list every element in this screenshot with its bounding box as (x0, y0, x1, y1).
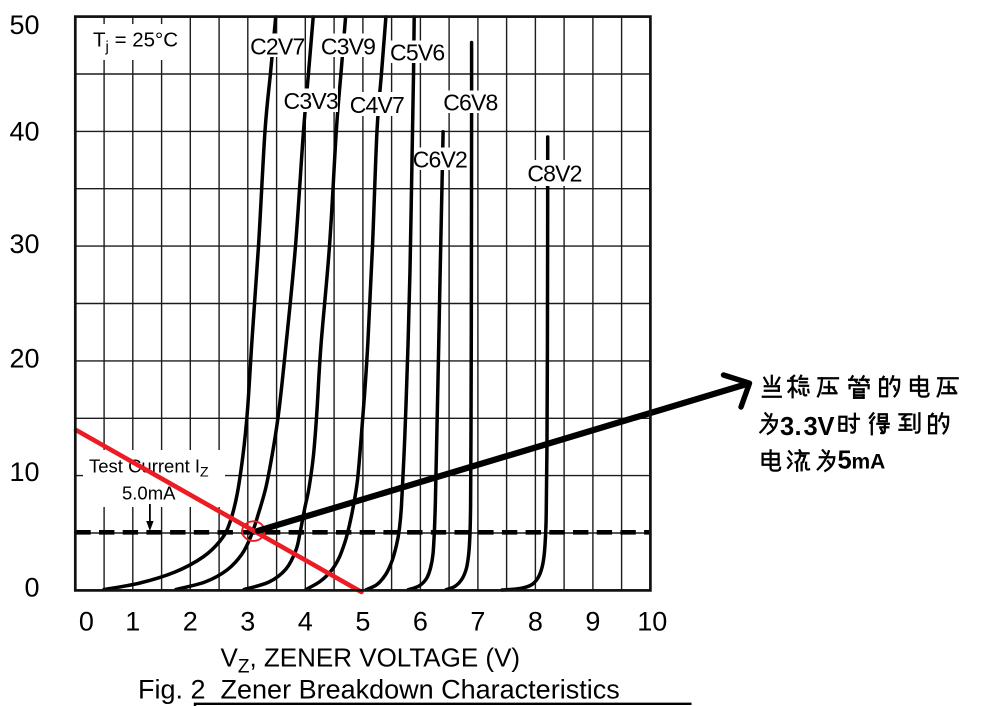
svg-text:2: 2 (183, 606, 198, 636)
svg-text:5: 5 (355, 606, 370, 636)
svg-text:Test Current IZ: Test Current IZ (89, 456, 209, 480)
svg-text:5.0mA: 5.0mA (122, 482, 176, 503)
svg-text:C5V6: C5V6 (390, 40, 444, 66)
svg-text:1: 1 (125, 606, 140, 636)
svg-text:C2V7: C2V7 (250, 33, 304, 59)
svg-text:8: 8 (528, 606, 543, 636)
svg-text:20: 20 (9, 343, 39, 373)
svg-text:C6V2: C6V2 (413, 147, 467, 173)
svg-text:C6V8: C6V8 (443, 90, 497, 116)
svg-text:C3V3: C3V3 (284, 88, 338, 114)
svg-text:0: 0 (24, 573, 39, 603)
svg-text:5: 5 (838, 446, 852, 474)
svg-text:C4V7: C4V7 (350, 92, 404, 118)
svg-text:50: 50 (9, 10, 39, 40)
svg-text:30: 30 (9, 229, 39, 259)
svg-text:4: 4 (298, 606, 313, 636)
svg-text:0: 0 (79, 606, 94, 636)
svg-text:Fig. 2 Zener Breakdown Charac: Fig. 2 Zener Breakdown Characteristics (138, 675, 620, 705)
svg-text:mA: mA (852, 450, 886, 473)
svg-text:3: 3 (780, 413, 794, 441)
svg-text:V: V (818, 413, 835, 441)
svg-text:7: 7 (470, 606, 485, 636)
svg-text:6: 6 (413, 606, 428, 636)
svg-text:9: 9 (585, 606, 600, 636)
svg-text:.: . (795, 413, 802, 441)
svg-text:40: 40 (9, 117, 39, 147)
svg-text:10: 10 (637, 606, 667, 636)
svg-text:C8V2: C8V2 (527, 161, 581, 187)
svg-text:10: 10 (9, 457, 39, 487)
svg-text:C3V9: C3V9 (321, 33, 375, 59)
svg-text:3: 3 (240, 606, 255, 636)
svg-text:3: 3 (804, 413, 818, 441)
svg-text:VZ, ZENER VOLTAGE (V): VZ, ZENER VOLTAGE (V) (221, 643, 521, 678)
